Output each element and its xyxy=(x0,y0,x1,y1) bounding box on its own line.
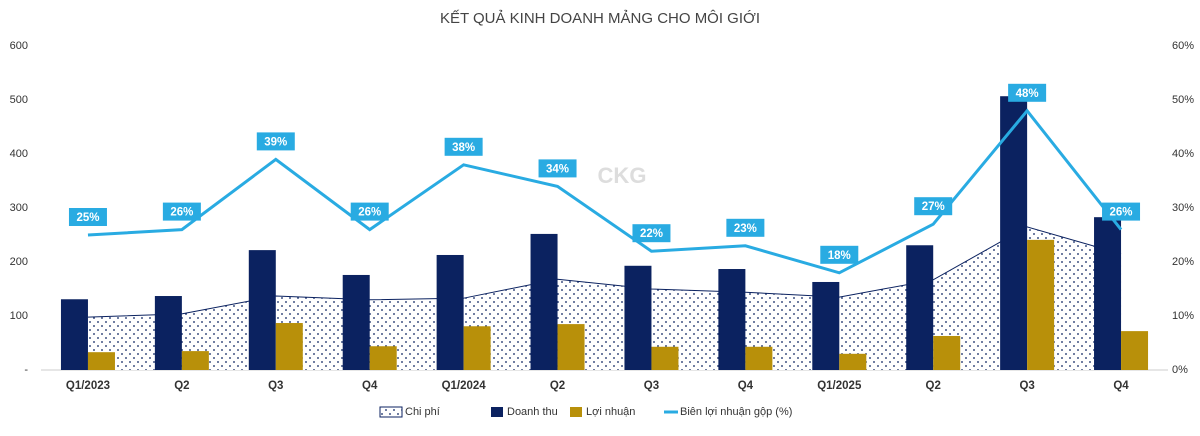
x-tick-label: Q1/2025 xyxy=(817,380,862,392)
value-label-box xyxy=(726,218,765,237)
y2-tick-label: 10% xyxy=(1172,310,1194,322)
x-tick-label: Q1/2023 xyxy=(66,380,110,392)
value-label: 48% xyxy=(1016,88,1039,100)
x-tick-label: Q1/2024 xyxy=(442,380,487,392)
bar xyxy=(463,326,491,370)
value-label-box xyxy=(820,245,859,264)
legend-swatch xyxy=(379,406,403,418)
y2-tick-label: 0% xyxy=(1172,364,1188,376)
bar xyxy=(718,269,746,370)
area xyxy=(87,226,1122,370)
value-label-box xyxy=(350,202,389,221)
value-label: 27% xyxy=(922,201,945,213)
value-label-box xyxy=(1102,202,1141,221)
value-label: 22% xyxy=(640,228,663,240)
legend-label: Lợi nhuận xyxy=(586,406,635,418)
bar xyxy=(624,265,652,370)
x-tick-label: Q3 xyxy=(644,380,659,392)
value-label-box xyxy=(162,202,201,221)
bar xyxy=(651,346,679,370)
bar xyxy=(275,323,303,370)
y-tick-label: - xyxy=(24,364,28,376)
x-tick-label: Q3 xyxy=(1019,380,1034,392)
bar xyxy=(60,299,88,370)
bar xyxy=(1000,96,1028,370)
value-label-box xyxy=(538,159,577,178)
bar xyxy=(369,346,397,370)
bar xyxy=(530,233,558,370)
value-label: 34% xyxy=(546,163,569,175)
bar xyxy=(1094,217,1122,370)
y2-tick-label: 40% xyxy=(1172,148,1194,160)
x-tick-label: Q4 xyxy=(362,380,378,392)
value-label: 26% xyxy=(358,207,381,219)
legend-label: Doanh thu xyxy=(507,406,558,418)
x-tick-label: Q4 xyxy=(738,380,754,392)
value-label: 25% xyxy=(76,212,99,224)
x-tick-label: Q3 xyxy=(268,380,283,392)
bar xyxy=(1027,239,1055,370)
value-label: 26% xyxy=(1110,207,1133,219)
legend-swatch xyxy=(570,407,582,417)
bar xyxy=(87,352,115,370)
bar xyxy=(248,250,276,370)
bar xyxy=(557,324,585,370)
chart-title: KẾT QUẢ KINH DOANH MẢNG CHO MÔI GIỚI xyxy=(440,10,760,27)
value-label: 18% xyxy=(828,250,851,262)
bar xyxy=(812,281,840,370)
value-label-box xyxy=(632,224,671,243)
line xyxy=(87,108,1123,275)
x-tick-label: Q4 xyxy=(1113,380,1129,392)
y2-tick-label: 50% xyxy=(1172,94,1194,106)
value-label: 26% xyxy=(170,207,193,219)
value-label: 23% xyxy=(734,223,757,235)
bar xyxy=(906,245,934,370)
value-label-box xyxy=(444,137,483,156)
watermark: CKG xyxy=(598,163,647,188)
x-tick-label: Q2 xyxy=(926,380,941,392)
y-tick-label: 200 xyxy=(10,256,28,268)
x-tick-label: Q2 xyxy=(174,380,189,392)
y-tick-label: 300 xyxy=(10,202,28,214)
value-label-box xyxy=(256,132,295,151)
y-tick-label: 400 xyxy=(10,148,28,160)
value-label: 39% xyxy=(264,136,287,148)
y-tick-label: 600 xyxy=(10,40,28,52)
bar xyxy=(839,353,867,370)
y2-tick-label: 60% xyxy=(1172,40,1194,52)
legend-label: Biên lợi nhuận gộp (%) xyxy=(680,406,792,418)
value-label-box xyxy=(1008,83,1047,102)
y2-tick-label: 30% xyxy=(1172,202,1194,214)
y-tick-label: 100 xyxy=(10,310,28,322)
value-label: 38% xyxy=(452,142,475,154)
bar xyxy=(745,346,773,370)
legend-swatch xyxy=(491,407,503,417)
y-tick-label: 500 xyxy=(10,94,28,106)
bar xyxy=(436,254,464,370)
value-label-box xyxy=(68,208,107,226)
bar xyxy=(342,274,370,370)
x-tick-label: Q2 xyxy=(550,380,565,392)
bar xyxy=(181,351,209,370)
legend-label: Chi phí xyxy=(405,406,440,418)
bar xyxy=(154,296,182,370)
value-label-box xyxy=(914,197,953,216)
bar xyxy=(933,335,961,370)
y2-tick-label: 20% xyxy=(1172,256,1194,268)
bar xyxy=(1121,331,1149,370)
